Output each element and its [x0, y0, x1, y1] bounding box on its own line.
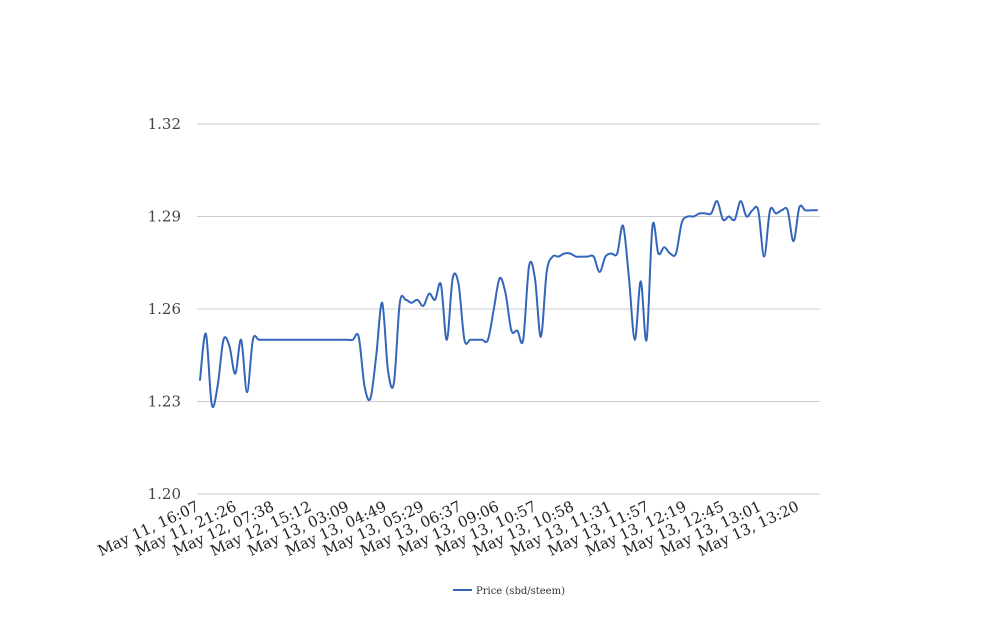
legend-label-price: Price (sbd/steem) — [476, 586, 565, 597]
y-tick-label: 1.29 — [148, 208, 181, 226]
y-tick-label: 1.23 — [148, 393, 181, 411]
y-axis-tick-labels: 1.20 1.23 1.26 1.29 1.32 — [148, 115, 181, 503]
series-line-price — [199, 200, 818, 408]
y-tick-label: 1.32 — [148, 115, 181, 133]
series-layer — [199, 200, 818, 408]
y-tick-label: 1.26 — [148, 300, 181, 318]
y-tick-label: 1.20 — [148, 485, 181, 503]
legend: Price (sbd/steem) — [453, 586, 565, 597]
